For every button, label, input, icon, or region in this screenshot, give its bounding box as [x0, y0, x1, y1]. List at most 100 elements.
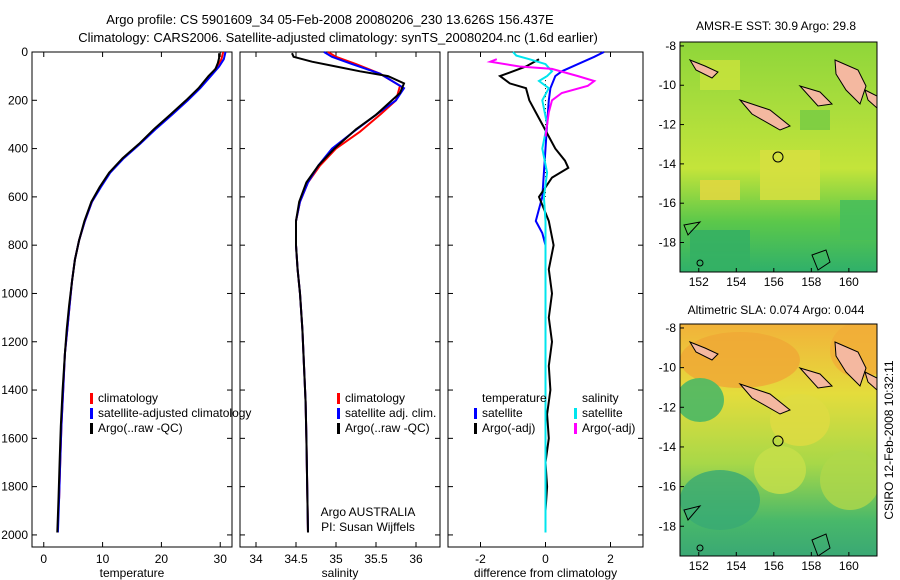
sst_map-xtick-label: 156: [764, 275, 784, 289]
temperature-legend-swatch: [90, 393, 93, 404]
difference-xlabel: difference from climatology: [474, 566, 617, 580]
salinity-panel: 34 34.5 35 35.5 36 salinity climatologysatelli…: [239, 51, 441, 580]
credit-line2: PI: Susan Wijffels: [321, 520, 415, 534]
difference-sal-legend-label: Argo(-adj): [582, 421, 635, 435]
difference-sal-legend-swatch: [574, 423, 577, 434]
difference-temp-legend-label: temperature: [482, 391, 547, 405]
sla_map-xtick-label: 152: [689, 559, 709, 573]
difference-sal-legend-swatch: [574, 408, 577, 419]
difference-series-3: [486, 58, 597, 137]
salinity-xtick-label: 34: [249, 552, 263, 566]
temperature-ytick-label: 800: [8, 238, 28, 252]
temperature-ytick-label: 400: [8, 142, 28, 156]
temperature-ytick-label: 1200: [1, 335, 28, 349]
sla_map-ytick-label: -14: [659, 440, 677, 454]
sst_map-ytick-label: -16: [659, 196, 677, 210]
temperature-ytick-label: 1400: [1, 383, 28, 397]
temperature-series-1: [56, 51, 227, 533]
temperature-ytick-label: 1800: [1, 480, 28, 494]
temperature-legend-label: Argo(..raw -QC): [98, 421, 183, 435]
salinity-legend-swatch: [337, 408, 340, 419]
temperature-frame: [31, 51, 233, 548]
credit-line1: Argo AUSTRALIA: [321, 505, 416, 519]
sst-small-marker: [696, 259, 704, 267]
temperature-ytick-label: 1600: [1, 431, 28, 445]
sst-map-coastlines: [683, 58, 877, 271]
temperature-xlabel: temperature: [100, 566, 165, 580]
sst-map-frame: [679, 41, 878, 273]
sla_map-xtick-label: 160: [839, 559, 859, 573]
sst_map-xtick-label: 152: [689, 275, 709, 289]
figure-title-line2: Climatology: CARS2006. Satellite-adjuste…: [78, 30, 598, 45]
salinity-legend-label: Argo(..raw -QC): [345, 421, 430, 435]
sla_map-xtick-label: 156: [764, 559, 784, 573]
difference-series-1: [497, 58, 570, 511]
difference-temp-legend-label: satellite: [482, 406, 523, 420]
salinity-xtick-label: 36: [409, 552, 423, 566]
difference-xtick-label: -2: [475, 552, 486, 566]
difference-temp-legend-label: Argo(-adj): [482, 421, 535, 435]
sst_map-ytick-label: -14: [659, 157, 677, 171]
temperature-series-2: [56, 53, 221, 533]
sst-map-title: AMSR-E SST: 30.9 Argo: 29.8: [696, 19, 856, 33]
temperature-legend-label: satellite-adjusted climatology: [98, 406, 251, 420]
temperature-legend-label: climatology: [98, 391, 158, 405]
sst_map-xtick-label: 158: [801, 275, 821, 289]
sla_map-ytick-label: -8: [665, 321, 676, 335]
difference-xtick-label: 0: [542, 552, 549, 566]
salinity-legend-label: satellite adj. clim.: [345, 406, 436, 420]
salinity-series-1: [295, 51, 406, 533]
sla-map-title: Altimetric SLA: 0.074 Argo: 0.044: [688, 303, 865, 317]
sla_map-ytick-label: -10: [659, 361, 677, 375]
salinity-legend-label: climatology: [345, 391, 405, 405]
temperature-xtick-label: 10: [96, 552, 110, 566]
temperature-xtick-label: 30: [214, 552, 228, 566]
salinity-legend-swatch: [337, 393, 340, 404]
sla-argo-marker: [772, 435, 784, 447]
figure-title-line1: Argo profile: CS 5901609_34 05-Feb-2008 …: [106, 12, 554, 27]
sst_map-ytick-label: -8: [665, 39, 676, 53]
sst-map-patches: [690, 60, 877, 272]
sst_map-xtick-label: 160: [839, 275, 859, 289]
sla_map-xtick-label: 158: [801, 559, 821, 573]
difference-sal-legend-label: satellite: [582, 406, 623, 420]
sla-map-frame: [679, 323, 878, 557]
difference-temp-legend-swatch: [474, 423, 477, 434]
sla-map-ticks: 152 154 156 158 160 -8 -10 -12 -14 -16 -18: [659, 321, 860, 573]
temperature-ytick-label: 600: [8, 190, 28, 204]
temperature-ytick-label: 200: [8, 93, 28, 107]
sla_map-ytick-label: -12: [659, 400, 677, 414]
salinity-series-2: [291, 52, 406, 533]
sst-map-ticks: 152 154 156 158 160 -8 -10 -12 -14 -16 -18: [659, 39, 860, 289]
sla_map-xtick-label: 154: [726, 559, 746, 573]
sla-map-patches: [680, 324, 877, 530]
temperature-xtick-label: 0: [40, 552, 47, 566]
difference-temp-legend-swatch: [474, 408, 477, 419]
difference-series-2: [512, 51, 554, 533]
sla_map-ytick-label: -18: [659, 519, 677, 533]
sla-map: Altimetric SLA: 0.074 Argo: 0.044: [659, 303, 878, 573]
temperature-ytick-label: 2000: [1, 528, 28, 542]
salinity-xtick-label: 34.5: [284, 552, 308, 566]
sst_map-xtick-label: 154: [726, 275, 746, 289]
temperature-ytick-label: 0: [21, 45, 28, 59]
salinity-series-0: [295, 51, 402, 533]
salinity-xtick-label: 35.5: [364, 552, 388, 566]
sla-map-coastlines: [683, 340, 877, 556]
salinity-frame: [239, 51, 441, 548]
sst_map-ytick-label: -18: [659, 236, 677, 250]
sst_map-ytick-label: -10: [659, 78, 677, 92]
sla_map-ytick-label: -16: [659, 480, 677, 494]
temperature-legend-swatch: [90, 423, 93, 434]
side-stamp: CSIRO 12-Feb-2008 10:32:11: [882, 360, 896, 520]
difference-xtick-label: 2: [607, 552, 614, 566]
sla-small-marker: [696, 544, 704, 552]
sst-map: AMSR-E SST: 30.9 Argo: 29.8: [659, 19, 878, 289]
temperature-panel: 0 10 20 30 temperature 0 200 400 600 800 1000 1200 1…: [1, 45, 251, 580]
salinity-xtick-label: 35: [329, 552, 343, 566]
sst-argo-marker: [772, 151, 784, 163]
salinity-xlabel: salinity: [322, 566, 359, 580]
temperature-legend-swatch: [90, 408, 93, 419]
